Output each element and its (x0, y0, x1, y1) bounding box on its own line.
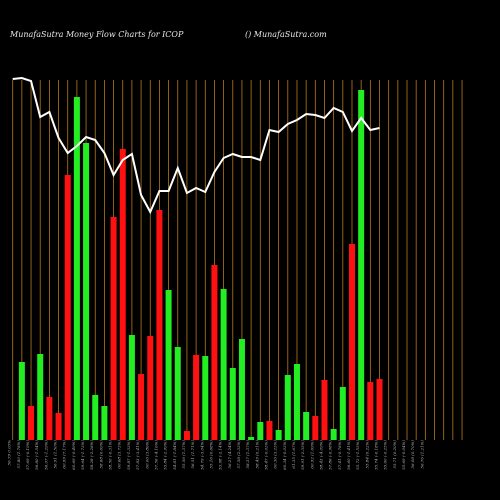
tick-label: 58.28 (-2.28%) (89, 440, 94, 470)
tick-label: 58.68 (0.69%) (98, 440, 103, 469)
tick-label: 58.37 (1.37%) (245, 440, 250, 469)
money-flow-bar (119, 149, 126, 440)
tick-label: 60.34 (-0.03%) (282, 440, 287, 470)
tick-label: 57.41 (-0.78%) (337, 440, 342, 470)
money-flow-bar (18, 362, 25, 440)
price-line (12, 76, 380, 215)
tick-label: 60.99 (7.17%) (62, 440, 67, 469)
tick-label: 55.71 (0.20%) (392, 440, 397, 469)
tick-label: 60.68 (3.73%) (117, 440, 122, 469)
tick-label: 54.81 (-1.84%) (172, 440, 177, 470)
tick-label: 56.08 (0.70%) (410, 440, 415, 469)
tick-label: 56.80 (-1.54%) (34, 440, 39, 470)
money-flow-bar (138, 374, 145, 440)
money-flow-bar (202, 356, 209, 440)
tick-label: 56.51 (1.71%) (190, 440, 195, 469)
money-flow-bar (238, 339, 245, 440)
tick-label: 55.56 (1.37%) (181, 440, 186, 469)
money-flow-bar (321, 380, 328, 440)
money-flow-bar (229, 368, 236, 440)
money-flow-bar (165, 290, 172, 440)
price-line-layer (12, 76, 380, 215)
tick-label: 56.27 (4.24%) (227, 440, 232, 469)
tick-label: 55.60 (-0.25%) (383, 440, 388, 470)
money-flow-bar (28, 406, 35, 440)
tick-label: 55.84 (0.22%) (364, 440, 369, 469)
money-flow-bar (367, 382, 374, 440)
tick-label: 56.07 (-1.29%) (43, 440, 48, 470)
money-flow-bar (358, 90, 365, 440)
money-flow-bar (147, 336, 154, 440)
tick-label: 53.98 (-2.14%) (218, 440, 223, 470)
money-flow-bar (376, 379, 383, 440)
tick-label: 56.60 (-1.41%) (346, 440, 351, 470)
site-credit: () MunafaSutra.com (245, 30, 327, 39)
tick-label: 54.79 (-3.04%) (199, 440, 204, 470)
tick-label: 58.50 (-0.31%) (108, 440, 113, 470)
money-flow-bar (183, 431, 190, 440)
money-flow-bar (174, 347, 181, 440)
tick-label: 55.72 (-1.55%) (355, 440, 360, 470)
money-flow-bar (83, 143, 90, 440)
tick-label: 59.64 (-1.73%) (80, 440, 85, 470)
money-flow-bar (193, 355, 200, 440)
tick-label: 60.69 (-0.49%) (71, 440, 76, 470)
money-flow-bars (18, 90, 383, 440)
money-flow-bar (303, 412, 310, 440)
money-flow-bar (73, 97, 80, 440)
tick-labels: 56.79 0.03% 57.80 (1.78%) 57.69 (-0.19%) 56… (7, 440, 425, 470)
money-flow-bar (37, 354, 44, 440)
tick-label: 59.91 (-2.35%) (300, 440, 305, 470)
money-flow-bar (211, 265, 218, 440)
money-flow-bar (64, 175, 71, 440)
tick-label: 58.49 (0.21%) (254, 440, 259, 469)
money-flow-bar (156, 210, 163, 440)
money-flow-bar (330, 429, 337, 440)
tick-label: 55.69 (-0.04%) (401, 440, 406, 470)
chart-title: MunafaSutra Money Flow Charts for ICOP (10, 30, 184, 39)
tick-label: 56.76 (1.21%) (419, 440, 424, 469)
tick-label: 57.69 (-0.19%) (25, 440, 30, 470)
money-flow-bar (348, 244, 355, 440)
money-flow-bar (220, 289, 227, 440)
tick-label: 60.92 (1.69%) (309, 440, 314, 469)
money-flow-bar (284, 375, 291, 440)
tick-label: 57.56 (-4.16%) (153, 440, 158, 470)
money-flow-bar (339, 387, 346, 440)
money-flow-bar (275, 430, 282, 440)
tick-label: 57.83 (-3.41%) (135, 440, 140, 470)
tick-label: 60.36 (3.23%) (273, 440, 278, 469)
tick-label: 58.47 (-0.03%) (264, 440, 269, 470)
money-flow-bar (257, 422, 264, 440)
tick-label: 55.84 (-2.99%) (163, 440, 168, 470)
money-flow-bar (46, 397, 53, 440)
money-flow-bar (55, 413, 62, 440)
money-flow-bar (248, 437, 255, 440)
money-flow-bar (101, 406, 108, 440)
money-flow-bar (92, 395, 99, 440)
tick-label: 55.16 (0.68%) (208, 440, 213, 469)
money-flow-bar (312, 416, 319, 440)
tick-label: 56.91 (1.50%) (53, 440, 58, 469)
tick-label: 57.80 (1.78%) (16, 440, 21, 469)
tick-label: 55.74 (-0.18%) (374, 440, 379, 470)
money-flow-bar (266, 421, 273, 440)
money-flow-bar (128, 335, 135, 440)
tick-label: 56.79 0.03% (7, 440, 12, 466)
tick-label: 57.86 (-0.98%) (328, 440, 333, 470)
tick-label: 57.58 (2.33%) (236, 440, 241, 469)
money-flow-bar (110, 217, 117, 440)
tick-label: 59.87 (-1.33%) (126, 440, 131, 470)
tick-label: 61.35 (1.67%) (291, 440, 296, 469)
tick-label: 60.06 (3.86%) (144, 440, 149, 469)
grid-lines (12, 80, 463, 440)
money-flow-bar (293, 364, 300, 440)
tick-label: 58.43 (-4.09%) (319, 440, 324, 470)
